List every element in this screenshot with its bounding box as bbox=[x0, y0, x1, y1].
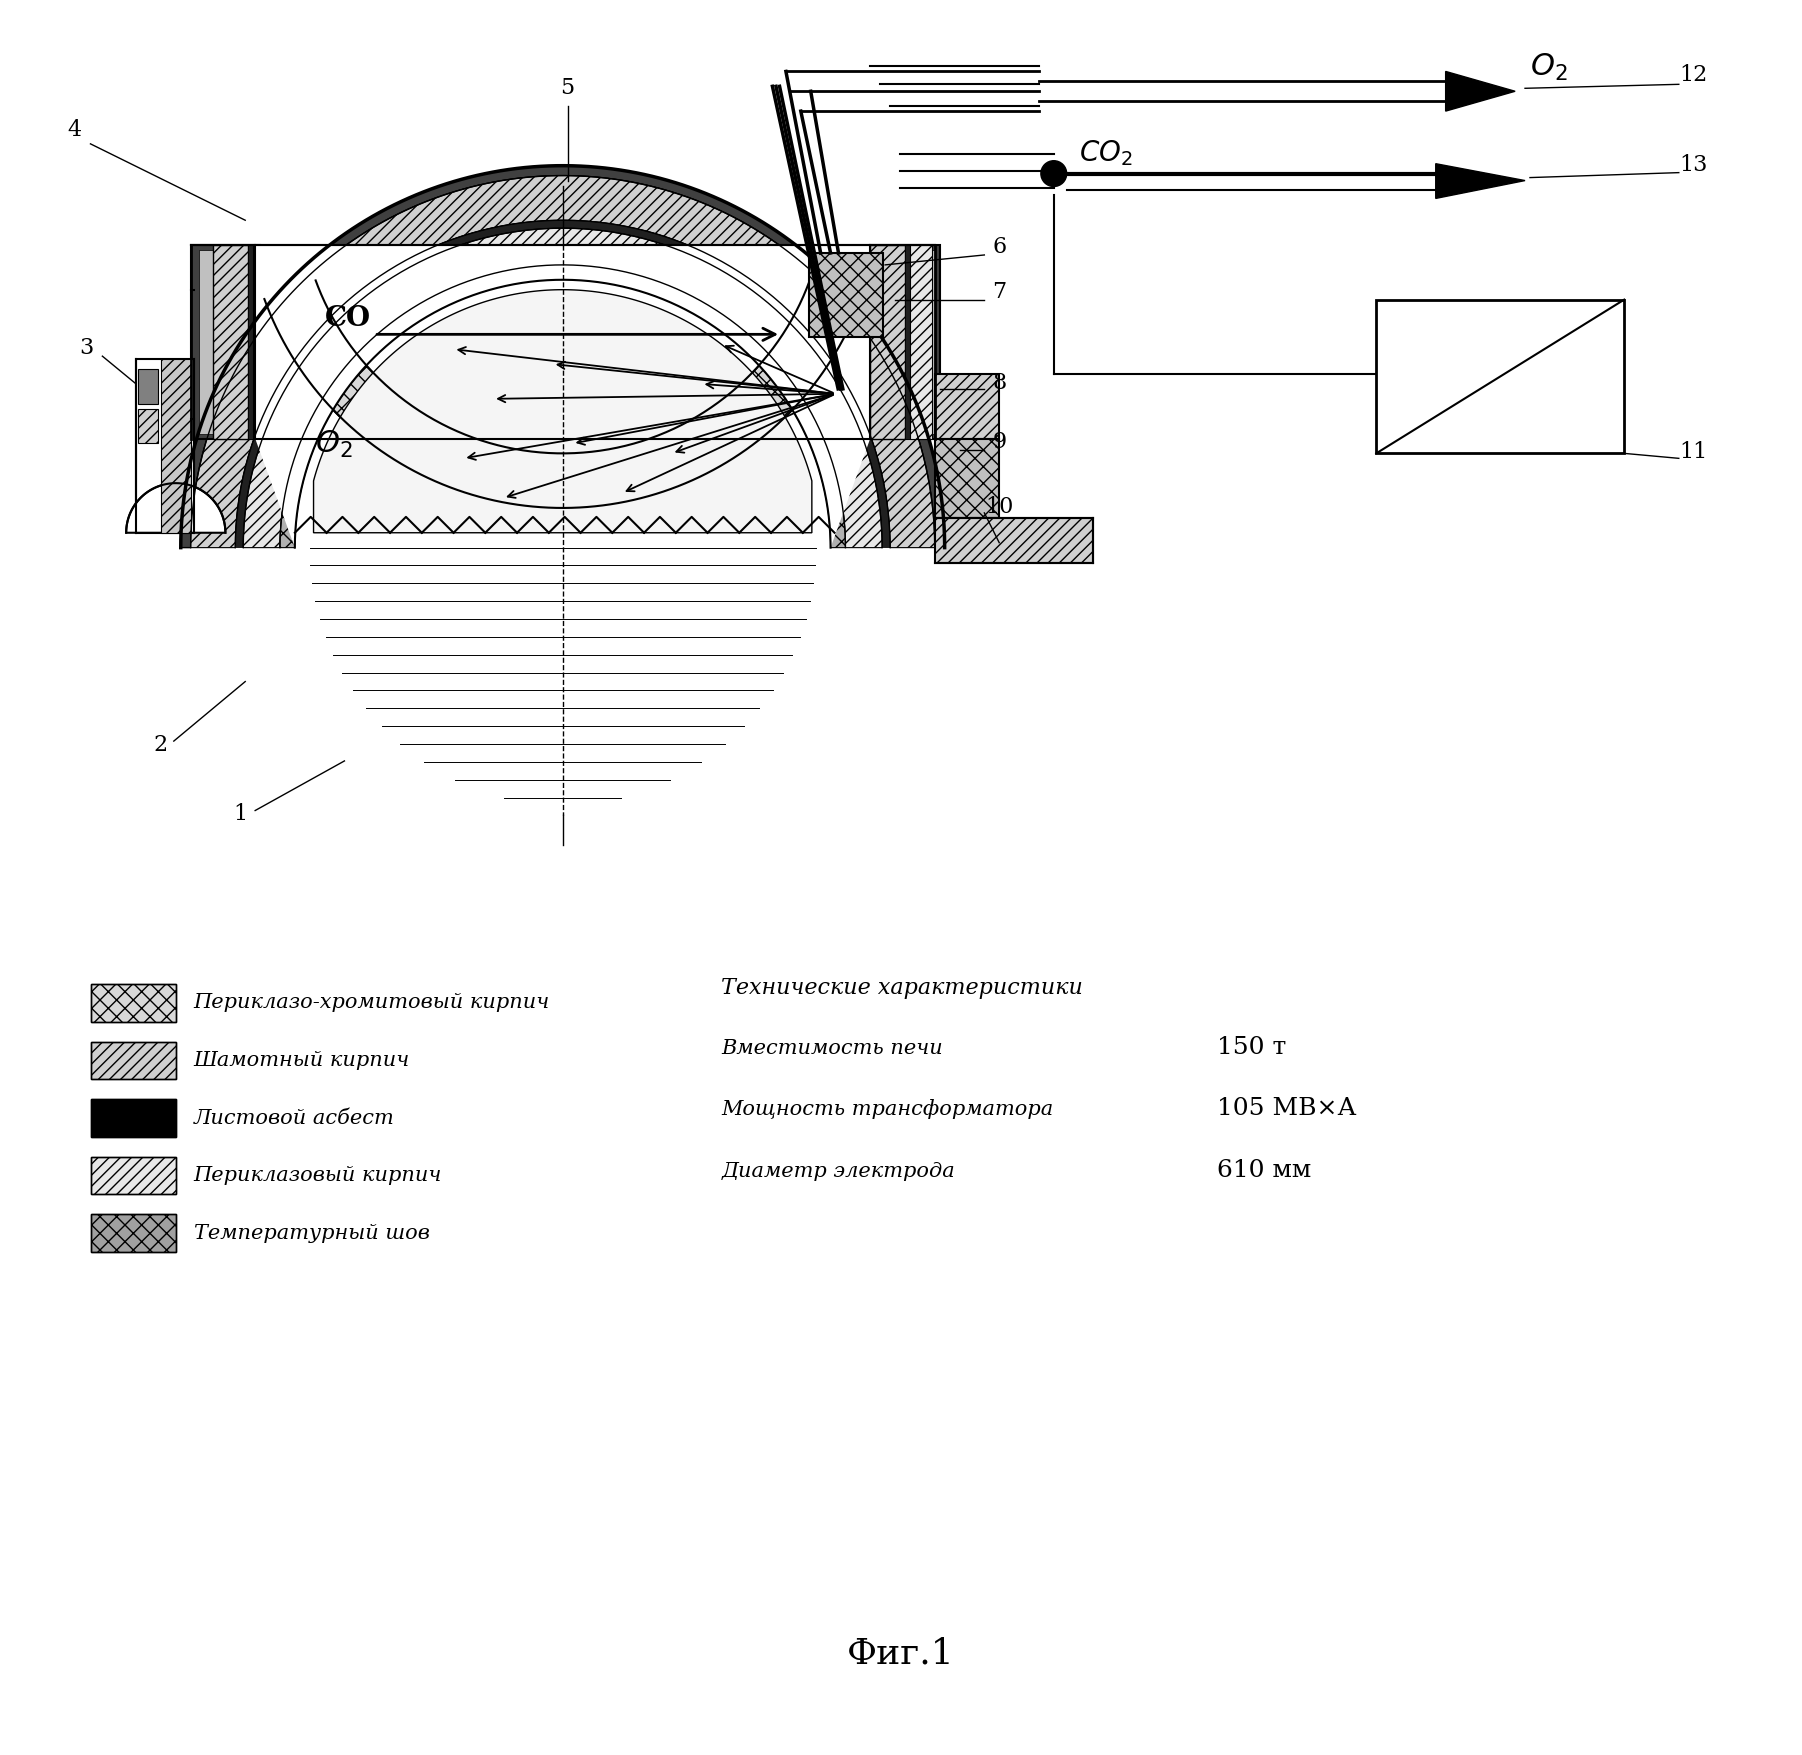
Text: $O_2$: $O_2$ bbox=[315, 430, 351, 460]
Text: Вместимость печи: Вместимость печи bbox=[721, 1039, 942, 1058]
Bar bbox=[92, 1157, 177, 1195]
Polygon shape bbox=[191, 176, 935, 548]
Text: 1: 1 bbox=[232, 804, 247, 825]
Text: Технические характеристики: Технические характеристики bbox=[721, 978, 1083, 999]
Bar bbox=[139, 409, 159, 444]
Text: 105 МВ×А: 105 МВ×А bbox=[1218, 1097, 1357, 1120]
Bar bbox=[92, 985, 177, 1021]
Text: Мощность трансформатора: Мощность трансформатора bbox=[721, 1099, 1054, 1120]
Text: 11: 11 bbox=[1679, 441, 1708, 463]
Bar bbox=[252, 246, 276, 439]
Bar bbox=[92, 1042, 177, 1079]
Bar bbox=[160, 360, 191, 534]
Polygon shape bbox=[236, 219, 890, 548]
Text: Периклазовый кирпич: Периклазовый кирпич bbox=[193, 1165, 441, 1185]
Bar bbox=[935, 439, 1000, 518]
Polygon shape bbox=[256, 246, 870, 453]
Text: 3: 3 bbox=[79, 337, 94, 360]
Text: Фиг.1: Фиг.1 bbox=[847, 1637, 955, 1671]
Bar bbox=[92, 1214, 177, 1251]
Polygon shape bbox=[1436, 163, 1524, 198]
Text: 2: 2 bbox=[153, 734, 168, 756]
Text: 7: 7 bbox=[993, 281, 1006, 302]
Text: 13: 13 bbox=[1679, 154, 1708, 176]
Bar bbox=[213, 246, 249, 439]
Text: Диаметр электрода: Диаметр электрода bbox=[721, 1162, 955, 1181]
Text: 5: 5 bbox=[560, 77, 575, 100]
Text: 12: 12 bbox=[1679, 65, 1708, 86]
Bar bbox=[92, 1157, 177, 1195]
Bar bbox=[92, 1042, 177, 1079]
Bar bbox=[870, 246, 939, 439]
Text: Температурный шов: Температурный шов bbox=[193, 1223, 429, 1243]
Bar bbox=[905, 246, 910, 439]
Bar bbox=[249, 246, 252, 439]
Bar bbox=[198, 249, 213, 433]
Text: Шамотный кирпич: Шамотный кирпич bbox=[193, 1051, 409, 1071]
Polygon shape bbox=[256, 246, 870, 548]
Bar bbox=[935, 374, 1000, 439]
Text: CO: CO bbox=[324, 305, 371, 332]
Polygon shape bbox=[126, 483, 225, 534]
Polygon shape bbox=[265, 281, 861, 507]
Text: $O_2$: $O_2$ bbox=[1530, 53, 1568, 84]
Bar bbox=[870, 246, 905, 439]
Text: Периклазо-хромитовый кирпич: Периклазо-хромитовый кирпич bbox=[193, 993, 550, 1013]
Text: 150 т: 150 т bbox=[1218, 1035, 1287, 1058]
Bar bbox=[191, 246, 259, 439]
Bar bbox=[919, 249, 935, 433]
Bar bbox=[910, 246, 932, 439]
Text: 4: 4 bbox=[67, 119, 81, 140]
Text: 10: 10 bbox=[986, 497, 1013, 518]
Text: 6: 6 bbox=[993, 235, 1006, 258]
Polygon shape bbox=[1445, 72, 1515, 111]
Text: 8: 8 bbox=[993, 372, 1006, 393]
Bar bbox=[92, 985, 177, 1021]
Text: $CO_2$: $CO_2$ bbox=[1079, 137, 1132, 167]
Bar bbox=[935, 518, 1094, 563]
Text: 9: 9 bbox=[993, 432, 1006, 453]
Bar bbox=[92, 1099, 177, 1137]
Polygon shape bbox=[243, 228, 883, 548]
Bar bbox=[92, 1099, 177, 1137]
Circle shape bbox=[1042, 161, 1067, 186]
Bar bbox=[137, 360, 193, 534]
Text: 610 мм: 610 мм bbox=[1218, 1158, 1312, 1181]
Bar bbox=[1377, 300, 1624, 453]
Polygon shape bbox=[279, 265, 845, 548]
Polygon shape bbox=[180, 165, 944, 548]
Text: Листовой асбест: Листовой асбест bbox=[193, 1109, 395, 1127]
Bar bbox=[92, 1214, 177, 1251]
Bar bbox=[809, 253, 883, 337]
Bar bbox=[139, 369, 159, 404]
Polygon shape bbox=[314, 290, 813, 534]
